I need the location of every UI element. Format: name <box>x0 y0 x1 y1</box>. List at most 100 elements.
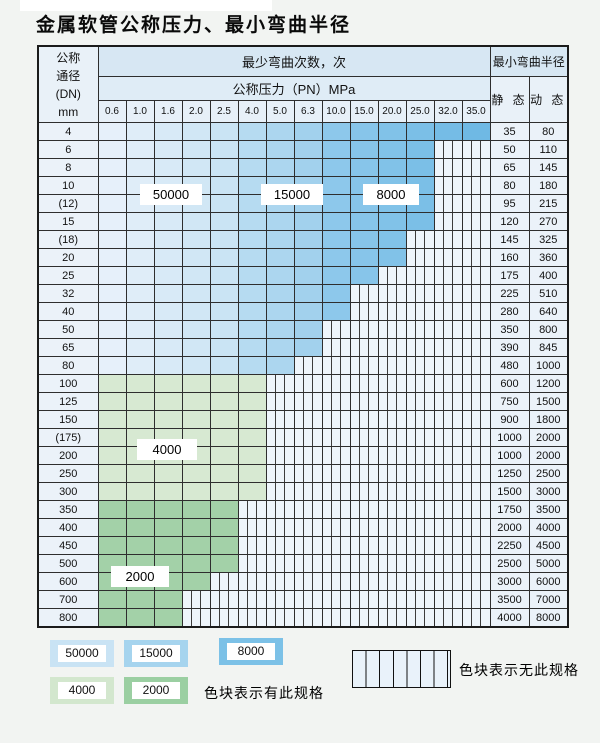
spec-cell <box>209 284 239 303</box>
no-spec-cell <box>433 194 463 213</box>
spec-cell <box>125 374 155 393</box>
spec-cell <box>209 248 239 267</box>
no-spec-cell <box>349 302 379 321</box>
no-spec-cell <box>405 266 435 285</box>
no-spec-cell <box>405 320 435 339</box>
radius-title: 最小弯曲半径 <box>489 45 569 77</box>
table-row: 65 390 845 <box>37 338 569 357</box>
spec-cell <box>293 266 323 285</box>
spec-cell <box>97 446 127 465</box>
spec-cell <box>181 338 211 357</box>
no-spec-cell <box>377 482 407 501</box>
spec-cell <box>209 356 239 375</box>
no-spec-cell <box>321 590 351 609</box>
spec-cell <box>153 536 183 555</box>
spec-cell <box>97 410 127 429</box>
no-spec-cell <box>349 320 379 339</box>
no-spec-cell <box>461 248 491 267</box>
spec-cell <box>181 122 211 141</box>
no-spec-cell <box>405 230 435 249</box>
dn-cell: 65 <box>37 338 99 357</box>
static-radius-cell: 225 <box>489 284 530 303</box>
no-spec-cell <box>321 392 351 411</box>
pressure-header-cell: 5.0 <box>265 100 295 123</box>
spec-cell <box>181 410 211 429</box>
table-row: 20 160 360 <box>37 248 569 267</box>
dn-cell: 25 <box>37 266 99 285</box>
static-radius-cell: 2000 <box>489 518 530 537</box>
no-spec-cell <box>265 518 295 537</box>
spec-cell <box>377 212 407 231</box>
spec-cell <box>237 320 267 339</box>
spec-cell <box>125 536 155 555</box>
no-spec-cell <box>405 464 435 483</box>
spec-cell <box>265 122 295 141</box>
spec-cell <box>97 266 127 285</box>
no-spec-cell <box>321 536 351 555</box>
no-spec-cell <box>433 338 463 357</box>
spec-cell <box>153 608 183 628</box>
table-row: 80 480 1000 <box>37 356 569 375</box>
spec-cell <box>237 266 267 285</box>
pressure-header-cell: 35.0 <box>461 100 491 123</box>
dynamic-radius-cell: 145 <box>528 158 569 177</box>
dynamic-radius-cell: 1500 <box>528 392 569 411</box>
dn-header-line: 公称 <box>56 50 81 65</box>
spec-cell <box>125 410 155 429</box>
header-row-1: 公称 通径 (DN) mm 最少弯曲次数，次 最小弯曲半径 <box>37 45 569 123</box>
dn-cell: 500 <box>37 554 99 573</box>
spec-cell <box>321 302 351 321</box>
spec-table: 公称 通径 (DN) mm 最少弯曲次数，次 最小弯曲半径 公称压力（PN）MP… <box>37 45 569 628</box>
no-spec-cell <box>433 374 463 393</box>
table-header: 公称 通径 (DN) mm 最少弯曲次数，次 最小弯曲半径 公称压力（PN）MP… <box>37 45 569 123</box>
spec-cell <box>293 320 323 339</box>
spec-cell <box>377 158 407 177</box>
spec-cell <box>125 482 155 501</box>
spec-cell <box>97 392 127 411</box>
no-spec-cell <box>349 518 379 537</box>
no-spec-cell <box>461 518 491 537</box>
spec-cell <box>293 302 323 321</box>
spec-cell <box>237 248 267 267</box>
no-spec-cell <box>377 320 407 339</box>
dn-header: 公称 通径 (DN) mm <box>37 45 99 123</box>
static-radius-cell: 750 <box>489 392 530 411</box>
no-spec-cell <box>461 176 491 195</box>
legend-swatch-label: 4000 <box>58 682 106 699</box>
no-spec-cell <box>349 356 379 375</box>
pressure-header-cell: 2.5 <box>209 100 239 123</box>
dn-cell: 4 <box>37 122 99 141</box>
no-spec-cell <box>377 374 407 393</box>
table-row: 150 900 1800 <box>37 410 569 429</box>
dynamic-radius-cell: 640 <box>528 302 569 321</box>
no-spec-cell <box>377 338 407 357</box>
legend-swatch-8000: 8000 <box>219 638 283 665</box>
no-spec-cell <box>181 608 211 628</box>
no-spec-cell <box>405 500 435 519</box>
spec-cell <box>97 374 127 393</box>
cycles-label-15000: 15000 <box>261 184 323 205</box>
dynamic-header: 动 态 <box>528 76 569 123</box>
spec-cell <box>153 410 183 429</box>
spec-cell <box>125 140 155 159</box>
spec-cell <box>237 212 267 231</box>
spec-cell <box>181 266 211 285</box>
spec-cell <box>377 122 407 141</box>
dn-cell: (175) <box>37 428 99 447</box>
spec-cell <box>209 374 239 393</box>
pressure-header-cell: 4.0 <box>237 100 267 123</box>
no-spec-cell <box>405 356 435 375</box>
no-spec-cell <box>433 428 463 447</box>
spec-cell <box>97 464 127 483</box>
spec-cell <box>209 410 239 429</box>
dynamic-radius-cell: 325 <box>528 230 569 249</box>
no-spec-cell <box>293 410 323 429</box>
spec-cell <box>153 302 183 321</box>
no-spec-cell <box>237 572 267 591</box>
no-spec-cell <box>461 212 491 231</box>
spec-cell <box>265 356 295 375</box>
no-spec-cell <box>405 410 435 429</box>
no-spec-cell <box>265 428 295 447</box>
no-spec-cell <box>433 608 463 628</box>
dynamic-radius-cell: 1000 <box>528 356 569 375</box>
